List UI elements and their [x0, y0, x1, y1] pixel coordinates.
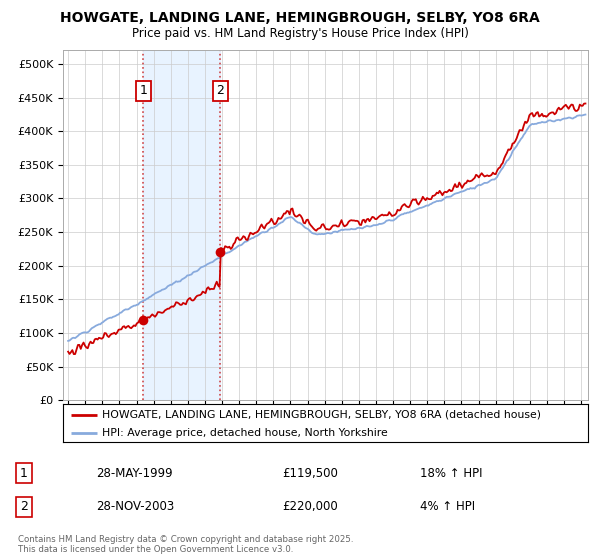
Text: 28-NOV-2003: 28-NOV-2003: [96, 500, 174, 514]
Text: 2: 2: [217, 85, 224, 97]
Text: £220,000: £220,000: [282, 500, 338, 514]
Text: £119,500: £119,500: [282, 466, 338, 480]
Text: HOWGATE, LANDING LANE, HEMINGBROUGH, SELBY, YO8 6RA (detached house): HOWGATE, LANDING LANE, HEMINGBROUGH, SEL…: [103, 410, 541, 420]
Text: HOWGATE, LANDING LANE, HEMINGBROUGH, SELBY, YO8 6RA: HOWGATE, LANDING LANE, HEMINGBROUGH, SEL…: [60, 11, 540, 25]
Text: HPI: Average price, detached house, North Yorkshire: HPI: Average price, detached house, Nort…: [103, 428, 388, 438]
Text: 28-MAY-1999: 28-MAY-1999: [96, 466, 173, 480]
Text: 4% ↑ HPI: 4% ↑ HPI: [420, 500, 475, 514]
Text: 2: 2: [20, 500, 28, 514]
Bar: [143, 50, 220, 400]
Text: 18% ↑ HPI: 18% ↑ HPI: [420, 466, 482, 480]
Text: 1: 1: [20, 466, 28, 480]
Text: 1: 1: [139, 85, 148, 97]
Text: Price paid vs. HM Land Registry's House Price Index (HPI): Price paid vs. HM Land Registry's House …: [131, 27, 469, 40]
Text: Contains HM Land Registry data © Crown copyright and database right 2025.
This d: Contains HM Land Registry data © Crown c…: [18, 535, 353, 554]
